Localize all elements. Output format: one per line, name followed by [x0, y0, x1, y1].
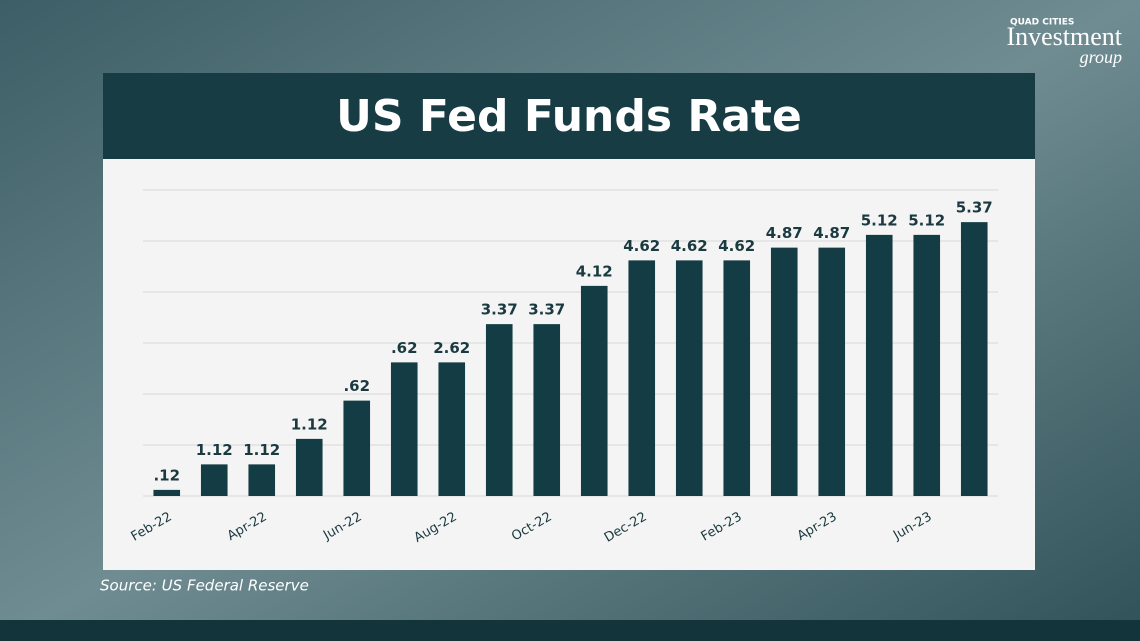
bar: [770, 247, 798, 496]
bar-label: 2.62: [433, 339, 470, 357]
bar: [390, 362, 418, 496]
bar: [438, 362, 466, 496]
title-band: [103, 73, 1035, 159]
bar-label: 4.87: [813, 224, 850, 242]
bar-label: 4.87: [766, 224, 803, 242]
bar: [913, 234, 941, 496]
bar-label: 3.37: [481, 301, 518, 319]
logo-name: Investment: [1006, 22, 1122, 51]
bar: [960, 222, 988, 496]
source: Source: US Federal Reserve: [100, 577, 309, 595]
chart-title: US Fed Funds Rate: [336, 91, 802, 142]
bottom-bar: [0, 620, 1140, 641]
bar: [580, 285, 608, 496]
bar-label: 4.62: [623, 237, 660, 255]
bar-label: 4.12: [576, 262, 613, 280]
bar-label: 1.12: [196, 441, 233, 459]
bar: [248, 464, 276, 496]
bar-label: .12: [153, 466, 180, 484]
bar: [723, 260, 751, 496]
bar: [865, 234, 893, 496]
bar: [295, 438, 323, 496]
bar: [533, 324, 561, 496]
plot: Feb-22.121.12Apr-221.121.12Jun-22.62.62A…: [129, 189, 998, 546]
bar-label: .62: [343, 377, 370, 395]
bar-label: 3.37: [528, 301, 565, 319]
bar: [343, 400, 371, 496]
bar-label: 4.62: [718, 237, 755, 255]
bar: [200, 464, 228, 496]
bar: [485, 324, 513, 496]
bar-label: .62: [391, 339, 418, 357]
bar-label: 1.12: [243, 441, 280, 459]
bar: [818, 247, 846, 496]
bar: [628, 260, 656, 496]
bar-label: 5.12: [861, 211, 898, 229]
bar-label: 4.62: [671, 237, 708, 255]
bar: [675, 260, 703, 496]
logo-sub: group: [1080, 47, 1122, 67]
bar-label: 5.37: [956, 199, 993, 217]
logo-top: QUAD CITIES: [1010, 18, 1074, 28]
bar: [153, 489, 181, 496]
bar-label: 5.12: [908, 211, 945, 229]
bar-label: 1.12: [291, 415, 328, 433]
